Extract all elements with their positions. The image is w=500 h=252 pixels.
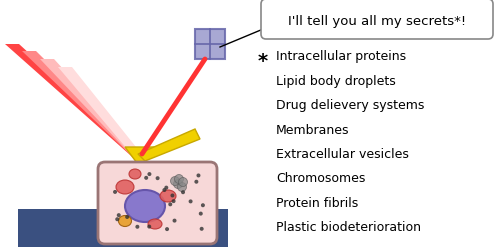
Circle shape bbox=[144, 176, 148, 180]
Polygon shape bbox=[125, 147, 158, 167]
Circle shape bbox=[196, 174, 200, 178]
Circle shape bbox=[201, 203, 205, 207]
Polygon shape bbox=[58, 68, 148, 162]
Bar bbox=[195, 30, 225, 60]
Circle shape bbox=[147, 225, 151, 229]
Ellipse shape bbox=[116, 180, 134, 194]
Polygon shape bbox=[138, 130, 200, 161]
Ellipse shape bbox=[118, 216, 132, 227]
Circle shape bbox=[113, 190, 117, 194]
Polygon shape bbox=[22, 52, 148, 162]
Circle shape bbox=[181, 191, 185, 195]
Circle shape bbox=[178, 183, 186, 192]
Text: Chromosomes: Chromosomes bbox=[276, 172, 366, 185]
Circle shape bbox=[170, 177, 179, 186]
Ellipse shape bbox=[148, 219, 162, 229]
Circle shape bbox=[170, 194, 174, 198]
FancyBboxPatch shape bbox=[98, 162, 217, 244]
Circle shape bbox=[188, 200, 192, 204]
Circle shape bbox=[168, 203, 172, 206]
Circle shape bbox=[156, 176, 160, 180]
Circle shape bbox=[115, 217, 119, 221]
Circle shape bbox=[136, 225, 140, 229]
Text: Intracellular proteins: Intracellular proteins bbox=[276, 50, 406, 63]
Circle shape bbox=[200, 227, 203, 231]
Circle shape bbox=[117, 213, 121, 217]
Text: Protein fibrils: Protein fibrils bbox=[276, 196, 358, 209]
Ellipse shape bbox=[125, 190, 165, 222]
Text: Plastic biodeterioration: Plastic biodeterioration bbox=[276, 220, 421, 234]
Circle shape bbox=[165, 227, 169, 231]
Polygon shape bbox=[5, 45, 148, 162]
Circle shape bbox=[174, 175, 184, 184]
Circle shape bbox=[174, 180, 182, 189]
Circle shape bbox=[199, 212, 203, 216]
Text: Membranes: Membranes bbox=[276, 123, 349, 136]
Text: Lipid body droplets: Lipid body droplets bbox=[276, 74, 396, 87]
Text: *: * bbox=[258, 52, 268, 71]
Text: I'll tell you all my secrets*!: I'll tell you all my secrets*! bbox=[288, 14, 466, 27]
Circle shape bbox=[148, 172, 152, 176]
Bar bbox=[18, 209, 228, 247]
FancyBboxPatch shape bbox=[261, 0, 493, 40]
Circle shape bbox=[194, 180, 198, 184]
Polygon shape bbox=[40, 60, 148, 162]
Circle shape bbox=[164, 186, 168, 190]
Text: Drug delievery systems: Drug delievery systems bbox=[276, 99, 424, 112]
Circle shape bbox=[172, 199, 175, 203]
Ellipse shape bbox=[129, 169, 141, 179]
Circle shape bbox=[125, 215, 129, 219]
Circle shape bbox=[162, 188, 166, 192]
Ellipse shape bbox=[160, 190, 176, 202]
Text: Extracellular vesicles: Extracellular vesicles bbox=[276, 147, 409, 160]
Circle shape bbox=[172, 219, 176, 223]
Circle shape bbox=[178, 178, 188, 187]
